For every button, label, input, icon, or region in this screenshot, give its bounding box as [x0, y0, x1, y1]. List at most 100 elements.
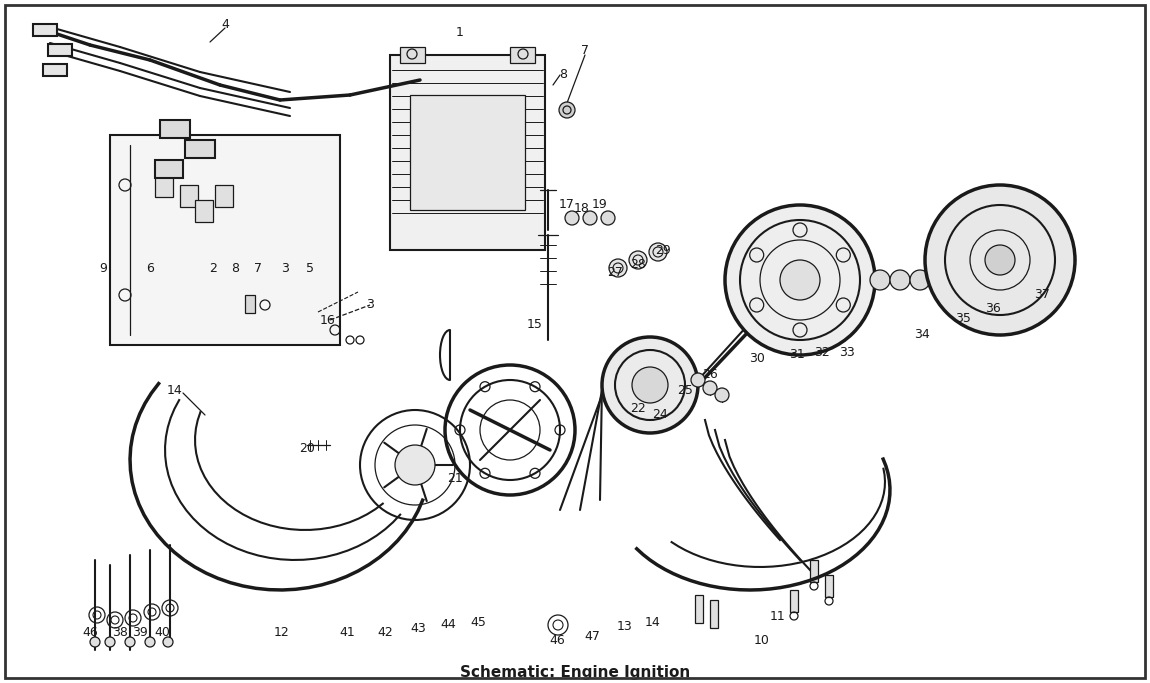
Circle shape: [601, 337, 698, 433]
Text: 46: 46: [82, 626, 98, 639]
Text: 17: 17: [559, 199, 575, 212]
Circle shape: [559, 102, 575, 118]
Text: 32: 32: [814, 346, 830, 359]
Bar: [710, 600, 718, 628]
Text: 16: 16: [320, 313, 336, 326]
Text: 36: 36: [986, 301, 1000, 314]
Bar: [724, 272, 800, 288]
Text: 42: 42: [377, 626, 393, 639]
Bar: [695, 595, 703, 623]
Bar: [790, 590, 798, 612]
Circle shape: [930, 270, 950, 290]
Bar: [155, 175, 172, 197]
Text: 29: 29: [656, 244, 670, 257]
Text: 39: 39: [132, 626, 148, 639]
Circle shape: [986, 245, 1015, 275]
Text: 3: 3: [281, 262, 289, 275]
Text: 12: 12: [274, 626, 290, 639]
Text: 37: 37: [1034, 288, 1050, 301]
Text: 30: 30: [749, 352, 765, 365]
Circle shape: [703, 381, 716, 395]
Text: 44: 44: [440, 619, 455, 632]
Bar: [185, 140, 215, 158]
Text: 38: 38: [112, 626, 128, 639]
Circle shape: [90, 637, 100, 647]
Circle shape: [105, 637, 115, 647]
Text: 5: 5: [306, 262, 314, 275]
Text: 15: 15: [527, 318, 543, 331]
Text: 9: 9: [99, 262, 107, 275]
Bar: [155, 160, 183, 178]
Text: 25: 25: [677, 383, 693, 397]
Bar: [400, 47, 426, 63]
Bar: [245, 295, 255, 313]
Text: 6: 6: [146, 262, 154, 275]
Circle shape: [724, 205, 875, 355]
Circle shape: [601, 211, 615, 225]
Circle shape: [394, 445, 435, 485]
Text: 3: 3: [366, 298, 374, 311]
Text: Schematic: Engine Ignition: Schematic: Engine Ignition: [460, 665, 690, 680]
Text: 27: 27: [607, 266, 623, 279]
Bar: [110, 135, 340, 345]
Text: 11: 11: [770, 611, 785, 624]
Bar: [43, 64, 67, 76]
Text: 35: 35: [954, 311, 971, 324]
Circle shape: [890, 270, 910, 290]
Circle shape: [910, 270, 930, 290]
Text: 2: 2: [209, 262, 217, 275]
Circle shape: [871, 270, 890, 290]
Circle shape: [125, 637, 135, 647]
Circle shape: [691, 373, 705, 387]
Text: 4: 4: [221, 18, 229, 31]
Bar: [810, 560, 818, 582]
Text: 7: 7: [254, 262, 262, 275]
Bar: [181, 185, 198, 207]
Text: 33: 33: [840, 346, 854, 359]
Text: 14: 14: [167, 383, 183, 397]
Text: 22: 22: [630, 402, 646, 415]
Bar: [215, 185, 233, 207]
Text: 13: 13: [618, 620, 633, 634]
Circle shape: [925, 185, 1075, 335]
Circle shape: [629, 251, 647, 269]
Bar: [411, 95, 526, 210]
Text: 19: 19: [592, 199, 608, 212]
Circle shape: [715, 388, 729, 402]
Circle shape: [632, 367, 668, 403]
Text: 8: 8: [231, 262, 239, 275]
Text: 8: 8: [559, 68, 567, 81]
Circle shape: [583, 211, 597, 225]
Circle shape: [163, 637, 172, 647]
Text: 20: 20: [299, 441, 315, 454]
Text: 40: 40: [154, 626, 170, 639]
Bar: [825, 575, 833, 597]
Text: 46: 46: [550, 634, 565, 647]
Text: 18: 18: [574, 201, 590, 214]
Circle shape: [649, 243, 667, 261]
Text: 43: 43: [411, 622, 425, 635]
Text: 45: 45: [470, 615, 486, 628]
Text: 28: 28: [630, 257, 646, 270]
Text: 1: 1: [457, 27, 463, 40]
Text: 34: 34: [914, 329, 930, 342]
Text: 31: 31: [789, 348, 805, 361]
Bar: [160, 120, 190, 138]
Text: 24: 24: [652, 408, 668, 421]
Circle shape: [610, 259, 627, 277]
Bar: [33, 24, 58, 36]
Text: 10: 10: [754, 634, 770, 647]
Circle shape: [780, 260, 820, 300]
Bar: [196, 200, 213, 222]
Text: 26: 26: [703, 369, 718, 382]
Circle shape: [145, 637, 155, 647]
Bar: [509, 47, 535, 63]
Text: 7: 7: [581, 44, 589, 57]
Text: 14: 14: [645, 615, 661, 628]
Bar: [390, 55, 545, 250]
Text: 21: 21: [447, 471, 462, 484]
Circle shape: [565, 211, 578, 225]
Bar: [48, 44, 72, 56]
Text: 41: 41: [339, 626, 355, 639]
Text: 47: 47: [584, 630, 600, 643]
